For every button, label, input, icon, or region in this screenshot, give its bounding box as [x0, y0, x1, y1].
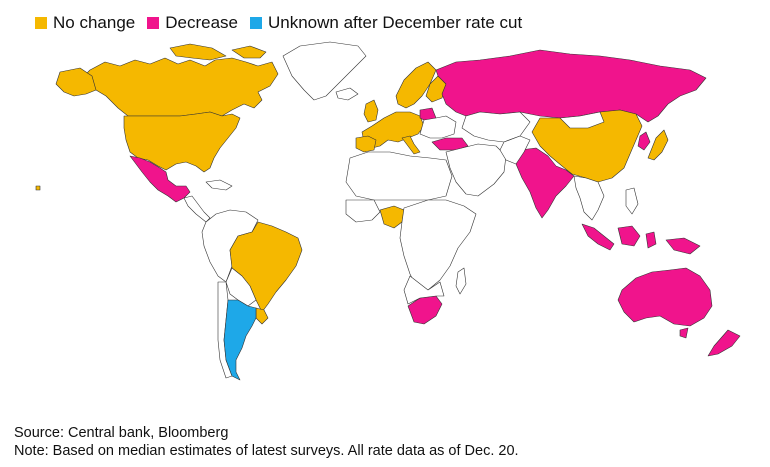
legend-label-decrease: Decrease: [165, 13, 238, 32]
legend-label-no-change: No change: [53, 13, 136, 32]
region-tasmania: [679, 327, 689, 339]
note-text: Note: Based on median estimates of lates…: [14, 443, 519, 459]
legend-item-decrease: Decrease: [147, 13, 238, 33]
region-alaska: [55, 67, 97, 97]
region-canada-arctic: [169, 43, 227, 61]
legend-swatch-no-change: [35, 17, 47, 29]
legend-swatch-unknown: [250, 17, 262, 29]
footer-notes: Source: Central bank, Bloomberg Note: Ba…: [14, 424, 519, 460]
legend-label-unknown: Unknown after December rate cut: [268, 13, 523, 32]
region-uk: [363, 99, 379, 123]
map-legend: No change Decrease Unknown after Decembe…: [35, 13, 534, 33]
region-canada-arctic-2: [231, 45, 267, 59]
region-argentina: [223, 299, 257, 381]
region-uruguay: [255, 307, 269, 325]
region-iceland: [335, 87, 359, 101]
region-north-africa: [345, 151, 453, 201]
region-papua: [665, 237, 701, 255]
region-turkey: [431, 137, 469, 151]
region-australia: [617, 267, 713, 327]
region-southeast-asia: [573, 175, 605, 221]
region-philippines: [625, 187, 639, 215]
region-mongolia: [559, 111, 605, 129]
region-greenland: [282, 41, 367, 101]
region-japan: [647, 129, 669, 161]
region-borneo: [617, 225, 641, 247]
region-middle-east: [445, 143, 507, 197]
region-madagascar: [455, 267, 467, 295]
region-caribbean: [205, 179, 233, 191]
region-new-zealand: [707, 329, 741, 357]
region-iberia: [355, 135, 377, 153]
region-russia: [435, 49, 707, 123]
region-central-africa: [399, 199, 477, 291]
world-map: [35, 41, 741, 381]
region-central-america: [183, 195, 211, 223]
region-indonesia: [581, 223, 615, 251]
region-west-africa: [345, 199, 381, 223]
region-korea: [637, 131, 651, 151]
region-nigeria: [379, 205, 405, 229]
region-bolivia-paraguay: [225, 267, 257, 307]
region-india: [515, 147, 575, 219]
region-italy: [401, 135, 421, 155]
region-canada: [79, 57, 279, 117]
legend-item-no-change: No change: [35, 13, 135, 33]
region-pakistan: [499, 135, 531, 165]
region-mexico: [129, 155, 191, 203]
region-sulawesi: [645, 231, 657, 249]
region-southern-africa: [403, 275, 445, 305]
region-small-island: [35, 185, 41, 191]
legend-item-unknown: Unknown after December rate cut: [250, 13, 522, 33]
region-eastern-europe: [419, 115, 457, 139]
legend-swatch-decrease: [147, 17, 160, 29]
source-text: Source: Central bank, Bloomberg: [14, 425, 229, 441]
